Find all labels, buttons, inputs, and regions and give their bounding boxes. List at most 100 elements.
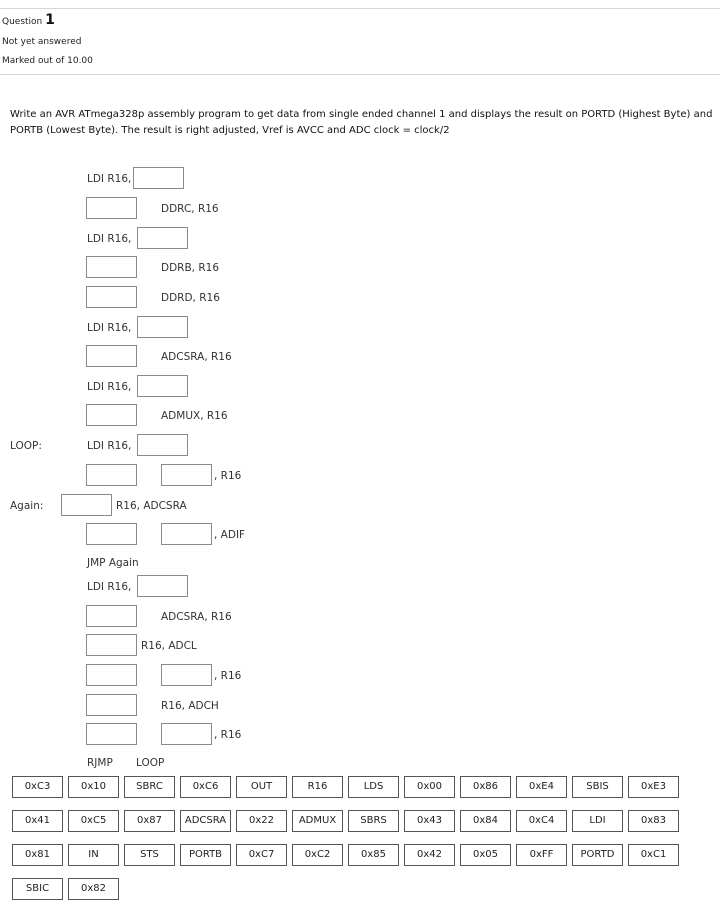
answer-option[interactable]: 0xC2 [292, 844, 343, 866]
answer-option[interactable]: 0xC3 [12, 776, 63, 798]
answer-option[interactable]: SBIC [12, 878, 63, 900]
answer-option[interactable]: PORTB [180, 844, 231, 866]
answer-option[interactable]: 0x00 [404, 776, 455, 798]
answer-option[interactable]: 0x84 [460, 810, 511, 832]
drop-box-23[interactable] [161, 723, 212, 745]
code-rjmp: RJMP [87, 757, 113, 769]
answer-option[interactable]: 0x43 [404, 810, 455, 832]
answer-option[interactable]: 0xC5 [68, 810, 119, 832]
drop-box-21[interactable] [86, 694, 137, 716]
answer-option[interactable]: 0x42 [404, 844, 455, 866]
answer-option[interactable]: 0x85 [348, 844, 399, 866]
drop-box-14[interactable] [86, 523, 137, 545]
answer-option[interactable]: 0xC4 [516, 810, 567, 832]
drop-box-10[interactable] [137, 434, 188, 456]
code-adcsra: ADCSRA, R16 [161, 351, 232, 363]
code-ddrb: DDRB, R16 [161, 262, 220, 274]
drop-box-18[interactable] [86, 634, 137, 656]
code-r16-adcl: R16, ADCL [141, 640, 197, 652]
code-ddrd: DDRD, R16 [161, 292, 220, 304]
answer-option[interactable]: 0x22 [236, 810, 287, 832]
code-line-4: DDRB, R16 [0, 256, 720, 280]
drop-box-16[interactable] [137, 575, 188, 597]
drop-box-15[interactable] [161, 523, 212, 545]
answer-option[interactable]: SBIS [572, 776, 623, 798]
code-ldi: LDI R16, [87, 381, 132, 393]
answer-option[interactable]: IN [68, 844, 119, 866]
top-divider [0, 8, 720, 9]
answer-option[interactable]: SBRS [348, 810, 399, 832]
drop-box-6[interactable] [137, 316, 188, 338]
code-line-9: ADMUX, R16 [0, 404, 720, 428]
answer-option[interactable]: 0xFF [516, 844, 567, 866]
drop-box-13[interactable] [61, 494, 112, 516]
question-label: Question [2, 17, 43, 27]
question-prompt: Write an AVR ATmega328p assembly program… [10, 109, 713, 136]
question-heading: Question 1 [2, 12, 55, 28]
drop-box-12[interactable] [161, 464, 212, 486]
answer-option[interactable]: LDI [572, 810, 623, 832]
answer-option[interactable]: 0x87 [124, 810, 175, 832]
answer-option[interactable]: 0xC7 [236, 844, 287, 866]
drop-box-22[interactable] [86, 723, 137, 745]
code-line-21: RJMP LOOP [0, 751, 720, 775]
drop-box-20[interactable] [161, 664, 212, 686]
again-label: Again: [10, 500, 44, 512]
loop-label: LOOP: [10, 440, 42, 452]
code-line-7: ADCSRA, R16 [0, 345, 720, 369]
answer-option[interactable]: 0xC1 [628, 844, 679, 866]
code-line-13: , ADIF [0, 523, 720, 547]
answer-option[interactable]: 0x81 [12, 844, 63, 866]
code-line-15: LDI R16, [0, 575, 720, 599]
code-line-6: LDI R16, [0, 316, 720, 340]
answer-option[interactable]: LDS [348, 776, 399, 798]
code-adcsra: ADCSRA, R16 [161, 611, 232, 623]
code-ldi: LDI R16, [87, 581, 132, 593]
code-admux: ADMUX, R16 [161, 410, 228, 422]
drop-box-2[interactable] [86, 197, 137, 219]
code-ldi: LDI R16, [87, 440, 132, 452]
code-line-16: ADCSRA, R16 [0, 605, 720, 629]
answer-option[interactable]: OUT [236, 776, 287, 798]
drop-box-1[interactable] [133, 167, 184, 189]
answer-option[interactable]: PORTD [572, 844, 623, 866]
code-line-18: , R16 [0, 664, 720, 688]
code-rjmp-target: LOOP [136, 757, 165, 769]
code-r16-adcsra: R16, ADCSRA [116, 500, 187, 512]
answer-option[interactable]: 0xE4 [516, 776, 567, 798]
code-line-12: Again: R16, ADCSRA [0, 494, 720, 518]
answer-option[interactable]: 0x05 [460, 844, 511, 866]
code-line-17: R16, ADCL [0, 634, 720, 658]
drop-box-9[interactable] [86, 404, 137, 426]
code-comma-r16: , R16 [214, 729, 242, 741]
answer-option[interactable]: 0x86 [460, 776, 511, 798]
code-line-2: DDRC, R16 [0, 197, 720, 221]
code-ddrc: DDRC, R16 [161, 203, 219, 215]
answer-option[interactable]: 0x82 [68, 878, 119, 900]
answer-option[interactable]: 0xC6 [180, 776, 231, 798]
drop-box-3[interactable] [137, 227, 188, 249]
drop-box-11[interactable] [86, 464, 137, 486]
answer-option[interactable]: 0x41 [12, 810, 63, 832]
code-ldi: LDI R16, [87, 233, 132, 245]
drop-box-8[interactable] [137, 375, 188, 397]
answer-option[interactable]: ADCSRA [180, 810, 231, 832]
drop-box-17[interactable] [86, 605, 137, 627]
code-line-14: JMP Again [0, 551, 720, 575]
drop-box-7[interactable] [86, 345, 137, 367]
answer-option[interactable]: 0xE3 [628, 776, 679, 798]
code-comma-r16: , R16 [214, 470, 242, 482]
code-line-1: LDI R16, [0, 167, 720, 191]
answer-option[interactable]: 0x10 [68, 776, 119, 798]
answer-option[interactable]: 0x83 [628, 810, 679, 832]
drop-box-5[interactable] [86, 286, 137, 308]
drop-box-4[interactable] [86, 256, 137, 278]
answer-option[interactable]: R16 [292, 776, 343, 798]
info-divider [0, 74, 720, 75]
drop-box-19[interactable] [86, 664, 137, 686]
answer-option[interactable]: ADMUX [292, 810, 343, 832]
code-r16-adch: R16, ADCH [161, 700, 219, 712]
answer-option[interactable]: STS [124, 844, 175, 866]
code-line-11: , R16 [0, 464, 720, 488]
answer-option[interactable]: SBRC [124, 776, 175, 798]
